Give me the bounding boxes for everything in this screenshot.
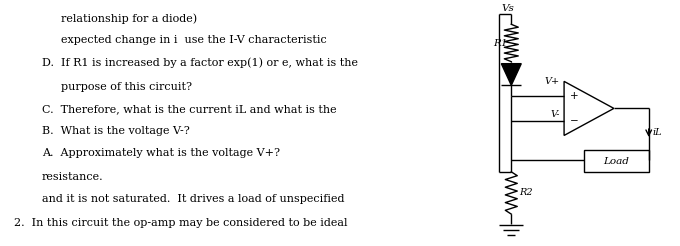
Text: and it is not saturated.  It drives a load of unspecified: and it is not saturated. It drives a loa… bbox=[42, 194, 345, 204]
Text: C.  Therefore, what is the current iL and what is the: C. Therefore, what is the current iL and… bbox=[42, 104, 337, 114]
Text: iL: iL bbox=[653, 128, 662, 138]
Text: Vs: Vs bbox=[501, 3, 514, 13]
Text: −: − bbox=[570, 116, 579, 126]
Text: V-: V- bbox=[551, 110, 560, 119]
Text: +: + bbox=[570, 91, 579, 101]
Bar bbox=[584, 150, 649, 172]
Text: Load: Load bbox=[603, 156, 629, 166]
Text: D.  If R1 is increased by a factor exp(1) or e, what is the: D. If R1 is increased by a factor exp(1)… bbox=[42, 58, 358, 68]
Text: 2.  In this circuit the op-amp may be considered to be ideal: 2. In this circuit the op-amp may be con… bbox=[14, 218, 347, 228]
Text: R2: R2 bbox=[520, 188, 533, 198]
Polygon shape bbox=[501, 64, 522, 85]
Text: purpose of this circuit?: purpose of this circuit? bbox=[61, 82, 192, 92]
Text: A.  Approximately what is the voltage V+?: A. Approximately what is the voltage V+? bbox=[42, 148, 280, 158]
Text: V+: V+ bbox=[545, 77, 560, 86]
Text: resistance.: resistance. bbox=[42, 172, 103, 182]
Text: expected change in i  use the I-V characteristic: expected change in i use the I-V charact… bbox=[61, 35, 326, 45]
Text: R1: R1 bbox=[493, 39, 507, 47]
Text: B.  What is the voltage V-?: B. What is the voltage V-? bbox=[42, 126, 190, 136]
Text: relationship for a diode): relationship for a diode) bbox=[61, 13, 197, 24]
